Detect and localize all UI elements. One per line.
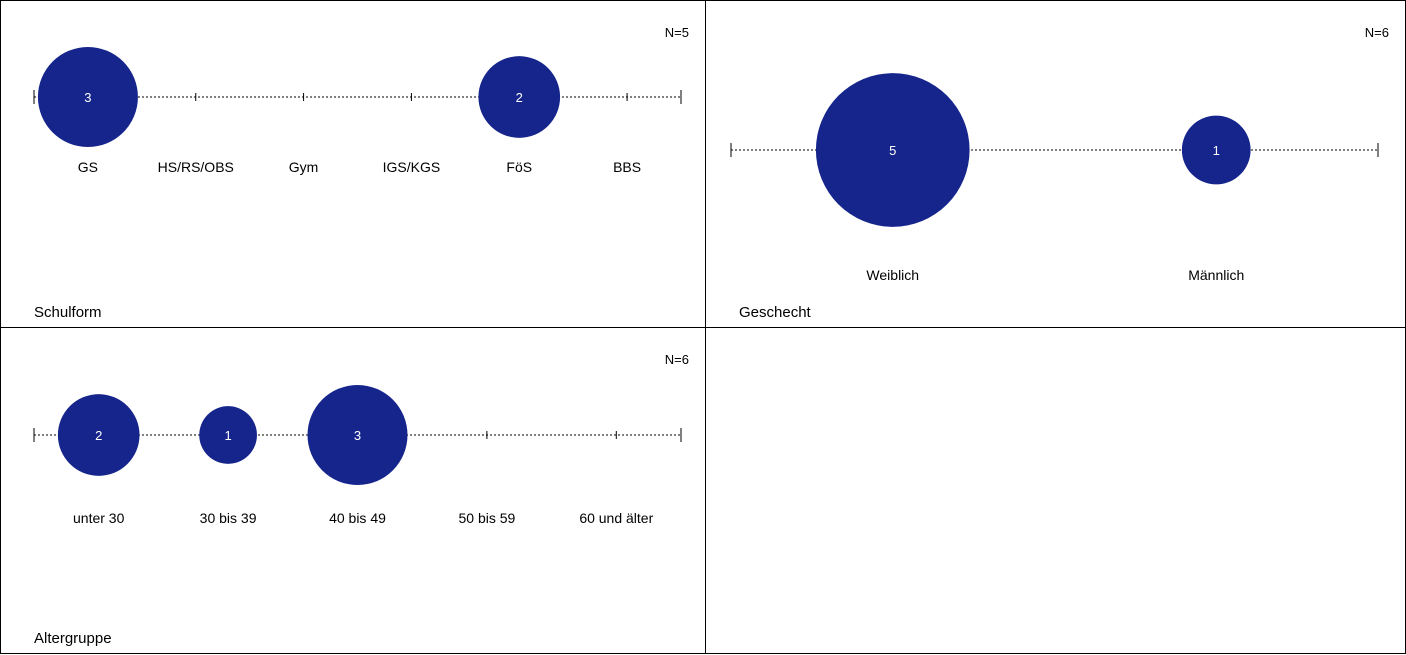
category-label: Männlich (1188, 267, 1244, 283)
category-label: Weiblich (866, 267, 919, 283)
category-label: Gym (289, 159, 319, 175)
bubble-value-label: 3 (84, 90, 91, 105)
bubble-value-label: 2 (516, 90, 523, 105)
bubble (307, 385, 408, 485)
bubble-value-label: 1 (1213, 143, 1220, 158)
category-label: HS/RS/OBS (158, 159, 234, 175)
bubble (815, 73, 970, 227)
geschlecht-chart: Weiblich Männlich 5 1 (730, 73, 1379, 283)
altergruppe-n-label: N=6 (664, 352, 689, 367)
geschlecht-panel: Weiblich Männlich 5 1 N=6 Geschecht (705, 0, 1406, 328)
bubble-value-label: 3 (354, 428, 361, 443)
altergruppe-title: Altergruppe (34, 630, 112, 647)
category-label: GS (78, 159, 98, 175)
geschlecht-n-label: N=6 (1364, 25, 1389, 40)
category-label: 40 bis 49 (329, 510, 386, 526)
schulform-n-label: N=5 (664, 25, 689, 40)
bubble (478, 56, 561, 138)
bubble (37, 47, 138, 147)
bubble-value-label: 5 (889, 143, 896, 158)
bubble (199, 406, 257, 464)
bubble (1181, 115, 1251, 185)
category-label: 60 und älter (579, 510, 653, 526)
bubble (57, 394, 140, 476)
category-label: 30 bis 39 (200, 510, 257, 526)
category-label: 50 bis 59 (458, 510, 515, 526)
bubble-value-label: 2 (95, 428, 102, 443)
schulform-panel: GS HS/RS/OBS Gym IGS/KGS FöS BBS 3 2 N=5 Schulf… (0, 0, 706, 328)
category-label: unter 30 (73, 510, 125, 526)
altergruppe-chart: unter 30 30 bis 39 40 bis 49 50 bis 59 60 un… (33, 385, 682, 526)
geschlecht-title: Geschecht (739, 304, 811, 321)
empty-panel (705, 327, 1406, 654)
altergruppe-panel: unter 30 30 bis 39 40 bis 49 50 bis 59 60 un… (0, 327, 706, 654)
schulform-chart: GS HS/RS/OBS Gym IGS/KGS FöS BBS 3 2 (33, 47, 682, 175)
schulform-title: Schulform (34, 304, 102, 321)
bubble-value-label: 1 (224, 428, 231, 443)
category-label: IGS/KGS (383, 159, 441, 175)
category-label: FöS (506, 159, 532, 175)
category-label: BBS (613, 159, 641, 175)
